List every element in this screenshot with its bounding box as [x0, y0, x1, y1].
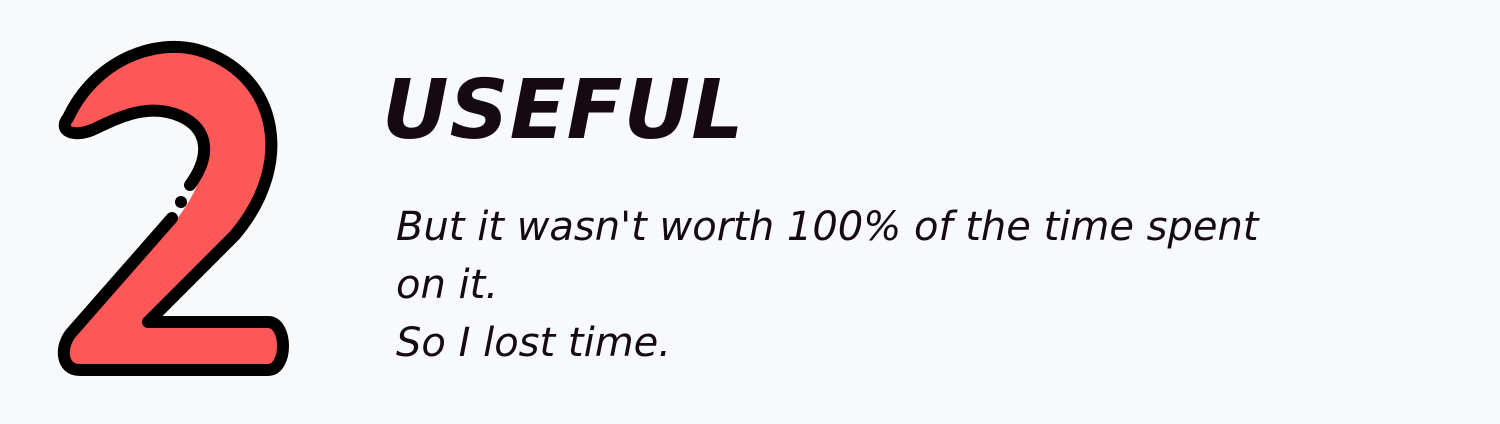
number-two-outline: [57, 40, 289, 376]
number-two-icon: [40, 20, 310, 400]
title: USEFUL: [382, 63, 745, 158]
description-line-2: on it.: [396, 262, 499, 308]
description: But it wasn't worth 100% of the time spe…: [396, 198, 1259, 372]
outline-dot: [175, 196, 187, 208]
number-two-fill: [63, 46, 283, 370]
description-line-3: So I lost time.: [396, 320, 671, 366]
description-line-1: But it wasn't worth 100% of the time spe…: [396, 204, 1259, 250]
